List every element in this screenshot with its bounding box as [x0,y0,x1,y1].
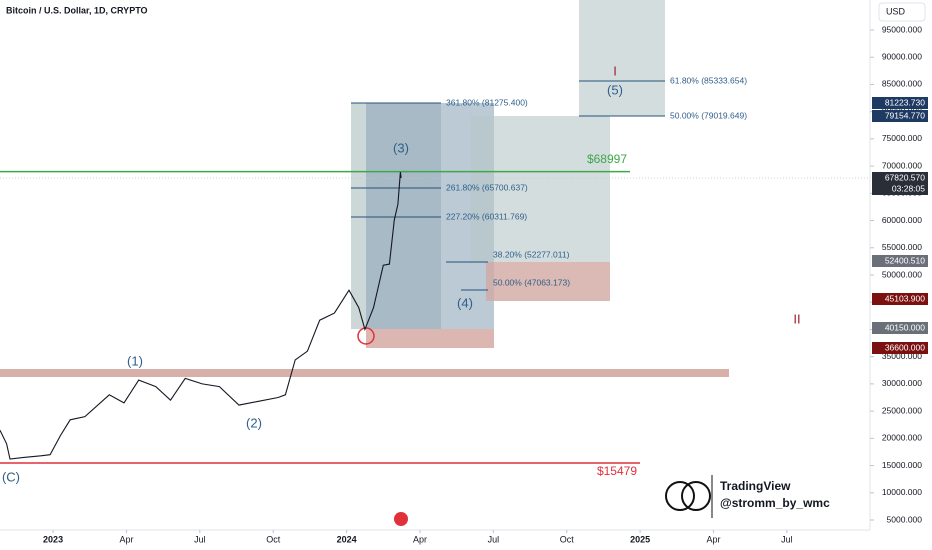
price-badge-label: 79154.770 [885,110,925,120]
wave-label: (3) [393,140,409,155]
currency: USD [886,6,906,16]
y-tick-label: 90000.000 [882,51,922,61]
y-tick-label: 10000.000 [882,487,922,497]
wave-label: (5) [607,82,623,97]
price-badge-label: 45103.900 [885,293,925,303]
price-badge-label: 52400.510 [885,255,925,265]
price-badge-label: 03:28:05 [892,183,925,193]
fib-label: 261.80% (65700.637) [446,182,528,192]
wave-label: (C) [2,469,20,484]
fib-lines [351,80,665,291]
price-badge [872,255,928,267]
wave-label: (4) [457,295,473,310]
target-box [579,0,665,116]
x-tick-label: 2025 [630,534,650,544]
level-label: $15479 [597,464,637,478]
wave-label: (2) [246,415,262,430]
x-tick-label: Apr [119,534,133,544]
y-tick-label: 85000.000 [882,79,922,89]
y-tick-label: 35000.000 [882,351,922,361]
fib-label: 38.20% (52277.011) [493,249,570,259]
y-tick-label: 55000.000 [882,242,922,252]
y-tick-label: 15000.000 [882,460,922,470]
price-badge [872,293,928,305]
fib-label: 61.80% (85333.654) [670,75,747,85]
x-tick-label: Apr [706,534,720,544]
y-tick-label: 50000.000 [882,269,922,279]
fib-label: 50.00% (47063.173) [493,277,570,287]
price-badge [872,322,928,334]
x-tick-label: Oct [266,534,281,544]
y-tick-label: 25000.000 [882,405,922,415]
price-line [0,172,402,460]
x-tick-label: 2023 [43,534,63,544]
target-box [471,116,610,262]
price-badge-label: 36600.000 [885,342,925,352]
x-tick-label: Jul [488,534,500,544]
price-badge [872,342,928,354]
y-tick-label: 30000.000 [882,378,922,388]
event-icon[interactable] [394,512,408,526]
y-tick-label: 20000.000 [882,433,922,443]
price-badge [872,97,928,109]
price-badge-label: 81223.730 [885,97,925,107]
x-tick-label: Jul [781,534,793,544]
price-badge [872,183,928,195]
x-tick-label: Jul [194,534,206,544]
price-badge [872,172,928,184]
wave-label: (1) [127,353,143,368]
currency-box [878,2,926,22]
y-tick-label: 75000.000 [882,133,922,143]
level-label: $68997 [587,152,627,166]
watermark-text: TradingView [720,479,791,493]
y-tick-label: 95000.000 [882,24,922,34]
stop-box [366,329,494,348]
price-badge-label: 40150.000 [885,322,925,332]
stop-box [486,262,610,301]
y-tick-label: 60000.000 [882,215,922,225]
x-tick-label: Oct [560,534,575,544]
chart-title: Bitcoin / U.S. Dollar, 1D, CRYPTO [6,5,148,15]
support-zone [0,369,729,377]
watermark-text: @stromm_by_wmc [720,496,830,510]
fib-label: 227.20% (60311.769) [446,211,527,221]
y-tick-label: 70000.000 [882,160,922,170]
watermark: TradingView @stromm_by_wmc [665,475,830,518]
wave-label: II [793,311,800,326]
price-badge [872,110,928,122]
fib-label: 50.00% (79019.649) [670,110,747,120]
y-tick-label: 5000.000 [887,514,923,524]
x-tick-label: Apr [413,534,427,544]
wave-label: I [613,63,617,78]
price-badge-label: 67820.570 [885,172,925,182]
x-tick-label: 2024 [337,534,357,544]
fib-label: 361.80% (81275.400) [446,97,528,107]
